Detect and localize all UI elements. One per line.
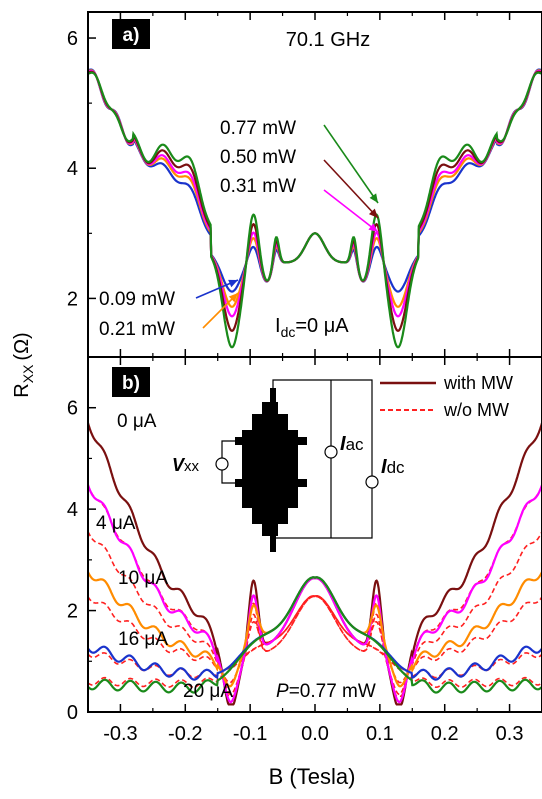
x-tick-label: -0.1	[233, 723, 267, 745]
series-label-077: 0.77 mW	[220, 118, 296, 139]
x-tick-label: -0.2	[168, 723, 202, 745]
series-label-10ua: 10 μA	[118, 568, 168, 589]
iac-terminal	[324, 445, 338, 459]
legend: with MW w/o MW	[380, 373, 513, 420]
series-label-031: 0.31 mW	[220, 176, 296, 197]
series-line-077mw	[88, 71, 542, 349]
arrow-031	[323, 189, 379, 233]
panel-b-annotation: P=0.77 mW	[276, 681, 376, 702]
arrow-050	[323, 159, 379, 219]
panel-b-curves	[88, 422, 542, 706]
series-line-dark-10ua	[88, 595, 542, 684]
panel-a-curves	[88, 68, 542, 349]
idc-terminal	[365, 475, 379, 489]
y-tick-label: 0	[67, 702, 78, 724]
inset-idc-label: Idc	[381, 456, 405, 478]
panel-b-label-box	[112, 367, 150, 397]
x-tick-label: 0.2	[431, 723, 459, 745]
x-tick-label: -0.3	[103, 723, 137, 745]
series-label-050: 0.50 mW	[220, 147, 296, 168]
y-tick-label: 2	[67, 288, 78, 310]
y-axis-label: RXX(Ω)	[11, 332, 36, 397]
series-line-021mw	[88, 69, 542, 308]
arrow-009-head	[228, 279, 238, 288]
arrow-077-head	[369, 193, 378, 203]
series-label-009: 0.09 mW	[99, 289, 175, 310]
inset-vxx-label: Vxx	[172, 455, 200, 475]
panel-b-frame	[87, 356, 542, 713]
panel-b-label: b)	[122, 373, 140, 394]
x-tick-label: 0.3	[496, 723, 524, 745]
hall-bar-device	[235, 388, 307, 552]
series-line-20ua	[88, 576, 542, 694]
y-tick-label: 4	[67, 499, 78, 521]
series-label-4ua: 4 μA	[96, 513, 136, 534]
panel-a-label-box	[112, 19, 150, 49]
series-label-021: 0.21 mW	[99, 319, 175, 340]
inset-iac-label: Iac	[340, 433, 364, 455]
series-line-031mw	[88, 69, 542, 318]
panel-a-annotation: Idc=0 μA	[275, 315, 349, 340]
series-line-dark-20ua	[88, 595, 542, 689]
series-label-0ua: 0 μA	[117, 411, 157, 432]
x-tick-label: 0.0	[301, 723, 329, 745]
legend-label-wo-mw: w/o MW	[443, 400, 509, 420]
vxx-terminal	[215, 457, 229, 471]
x-axis-label: B (Tesla)	[269, 764, 356, 789]
panel-a: 2 4 6 a) 70.1 GHz Idc=0 μA 0.77 mW 0.50 mW…	[67, 11, 542, 358]
legend-label-with-mw: with MW	[443, 373, 513, 393]
series-line-0ua	[88, 422, 542, 706]
series-label-20ua: 20 μA	[183, 681, 233, 702]
y-tick-label: 2	[67, 601, 78, 623]
x-tick-label: 0.1	[366, 723, 394, 745]
series-label-16ua: 16 μA	[118, 629, 168, 650]
panel-a-arrows	[195, 124, 379, 329]
series-line-4ua	[88, 484, 542, 704]
panel-b: 0 2 4 6 -0.3 -0.2 -0.1 0.0 0.1 0.2 0.3 b) with MW …	[67, 356, 542, 745]
y-tick-label: 4	[67, 158, 78, 180]
arrow-031-head	[368, 223, 378, 232]
panel-a-title: 70.1 GHz	[286, 29, 370, 51]
y-tick-label: 6	[67, 398, 78, 420]
arrow-077	[323, 124, 379, 204]
panel-b-ticks: 0 2 4 6 -0.3 -0.2 -0.1 0.0 0.1 0.2 0.3	[67, 357, 524, 745]
y-tick-label: 6	[67, 28, 78, 50]
series-line-009mw	[88, 68, 542, 293]
arrow-021-head	[228, 293, 238, 303]
inset-circuit	[215, 379, 379, 552]
panel-a-label: a)	[123, 25, 140, 46]
arrow-050-head	[368, 208, 378, 218]
